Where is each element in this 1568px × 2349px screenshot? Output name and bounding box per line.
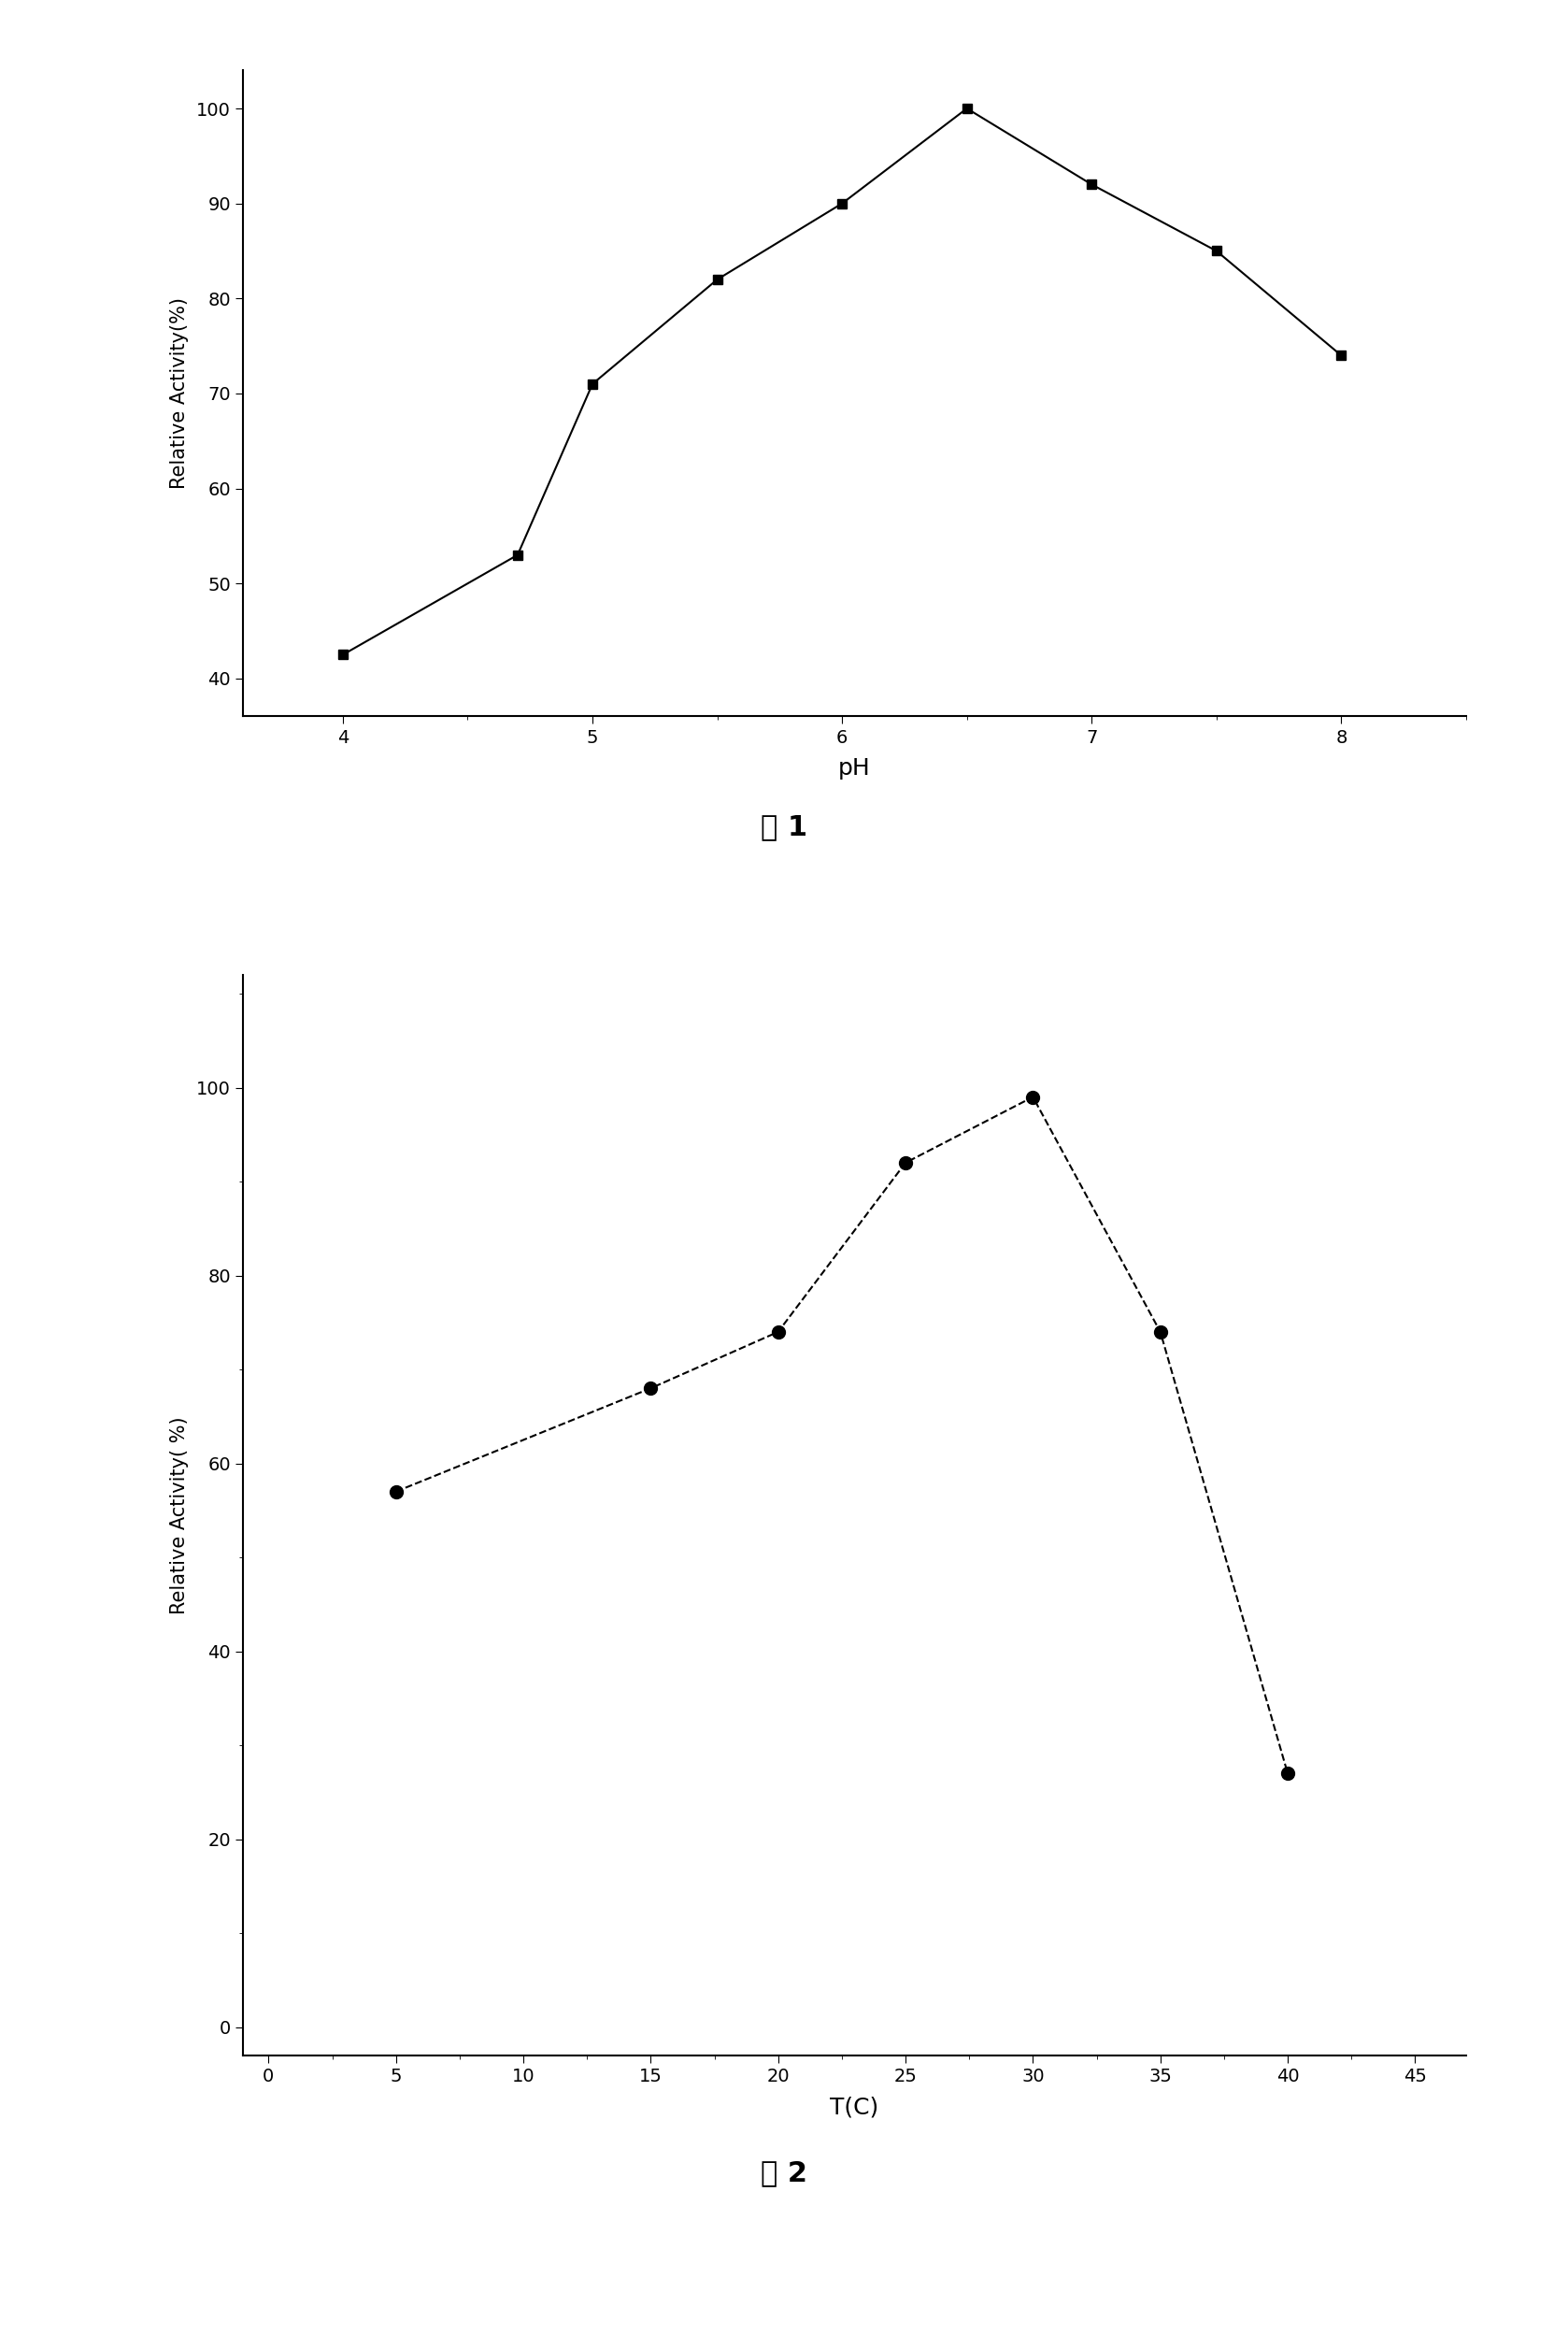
Y-axis label: Relative Activity( %): Relative Activity( %): [169, 1416, 188, 1614]
Y-axis label: Relative Activity(%): Relative Activity(%): [169, 298, 188, 489]
X-axis label: T(C): T(C): [829, 2095, 880, 2119]
Text: 图 1: 图 1: [760, 813, 808, 841]
Text: 图 2: 图 2: [760, 2159, 808, 2187]
X-axis label: pH: pH: [839, 756, 870, 780]
